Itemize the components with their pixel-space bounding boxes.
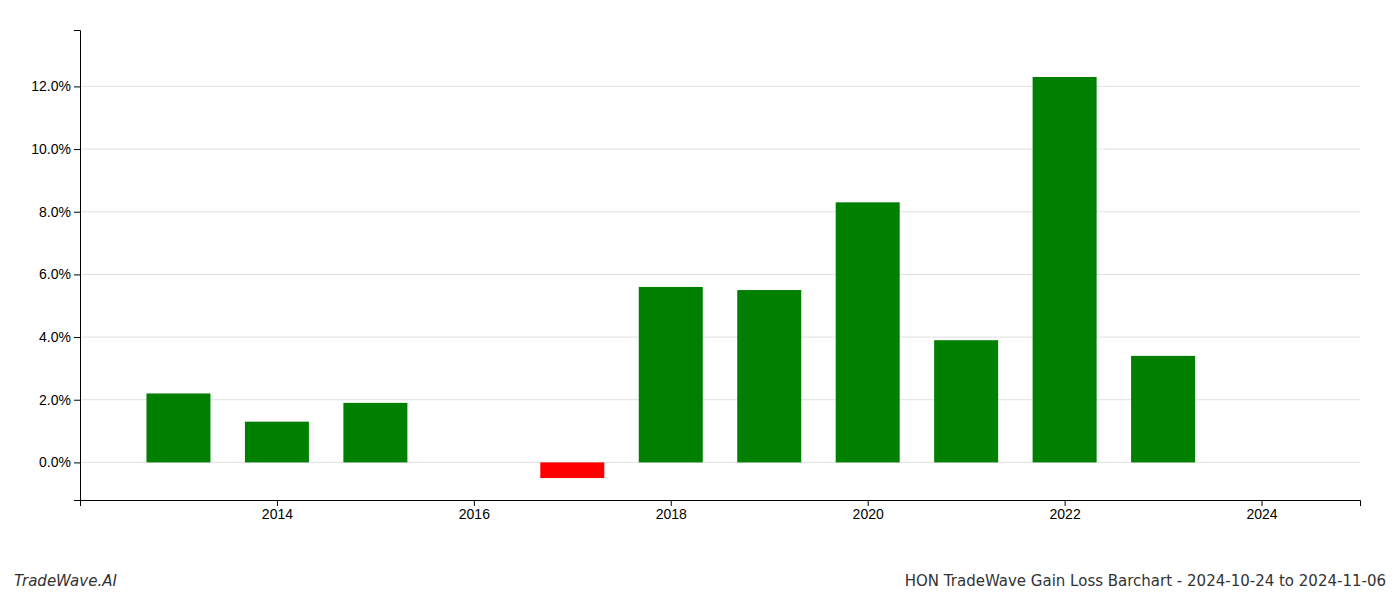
grid-line — [80, 86, 1360, 87]
y-tick-label: 10.0% — [31, 141, 71, 157]
bar — [836, 202, 900, 462]
y-tick-label: 6.0% — [39, 266, 71, 282]
bar — [1131, 356, 1195, 463]
y-tick-mark — [74, 86, 80, 87]
grid-line — [80, 211, 1360, 212]
grid — [80, 86, 1360, 462]
bar — [737, 290, 801, 462]
y-tick-mark — [74, 462, 80, 463]
y-tick-mark — [74, 149, 80, 150]
y-tick: 8.0% — [39, 204, 80, 220]
bar — [639, 287, 703, 462]
y-tick: 6.0% — [39, 266, 80, 282]
y-axis-line — [74, 31, 81, 501]
x-tick-label: 2018 — [656, 506, 687, 522]
bars — [146, 77, 1195, 478]
title: HON TradeWave Gain Loss Barchart - 2024-… — [905, 572, 1386, 590]
x-tick: 2020 — [853, 500, 884, 522]
grid-line — [80, 274, 1360, 275]
bar — [1033, 77, 1097, 462]
watermark: TradeWave.AI — [14, 572, 117, 590]
y-tick-mark — [74, 400, 80, 401]
y-tick: 4.0% — [39, 329, 80, 345]
y-tick-mark — [74, 337, 80, 338]
x-tick: 2022 — [1050, 500, 1081, 522]
bar — [540, 462, 604, 478]
bar — [146, 393, 210, 462]
x-tick: 2018 — [656, 500, 687, 522]
x-axis: 2014 2016 2018 2020 2022 2024 — [81, 500, 1361, 522]
bar — [934, 340, 998, 462]
bar — [245, 422, 309, 463]
chart-svg: 0.0%2.0%4.0%6.0%8.0%10.0%12.0%2014201620… — [0, 0, 1400, 600]
y-axis: 0.0% 2.0% 4.0% 6.0% 8.0% 10.0% 12.0% — [31, 31, 80, 501]
y-tick-label: 4.0% — [39, 329, 71, 345]
plot-area: 0.0%2.0%4.0%6.0%8.0%10.0%12.0%2014201620… — [31, 31, 1360, 522]
y-tick-label: 8.0% — [39, 204, 71, 220]
y-tick-label: 12.0% — [31, 78, 71, 94]
grid-line — [80, 337, 1360, 338]
bar — [343, 403, 407, 463]
y-tick-mark — [74, 274, 80, 275]
y-tick-mark — [74, 212, 80, 213]
x-tick: 2024 — [1246, 500, 1277, 522]
y-tick-label: 0.0% — [39, 454, 71, 470]
x-tick: 2016 — [459, 500, 490, 522]
y-tick: 2.0% — [39, 392, 80, 408]
y-tick: 0.0% — [39, 454, 80, 470]
x-tick-label: 2020 — [853, 506, 884, 522]
y-tick: 10.0% — [31, 141, 80, 157]
grid-line — [80, 149, 1360, 150]
y-tick-label: 2.0% — [39, 392, 71, 408]
x-tick: 2014 — [262, 500, 293, 522]
x-tick-label: 2014 — [262, 506, 293, 522]
x-tick-label: 2022 — [1050, 506, 1081, 522]
x-tick-label: 2016 — [459, 506, 490, 522]
y-tick: 12.0% — [31, 78, 80, 94]
x-tick-label: 2024 — [1246, 506, 1277, 522]
